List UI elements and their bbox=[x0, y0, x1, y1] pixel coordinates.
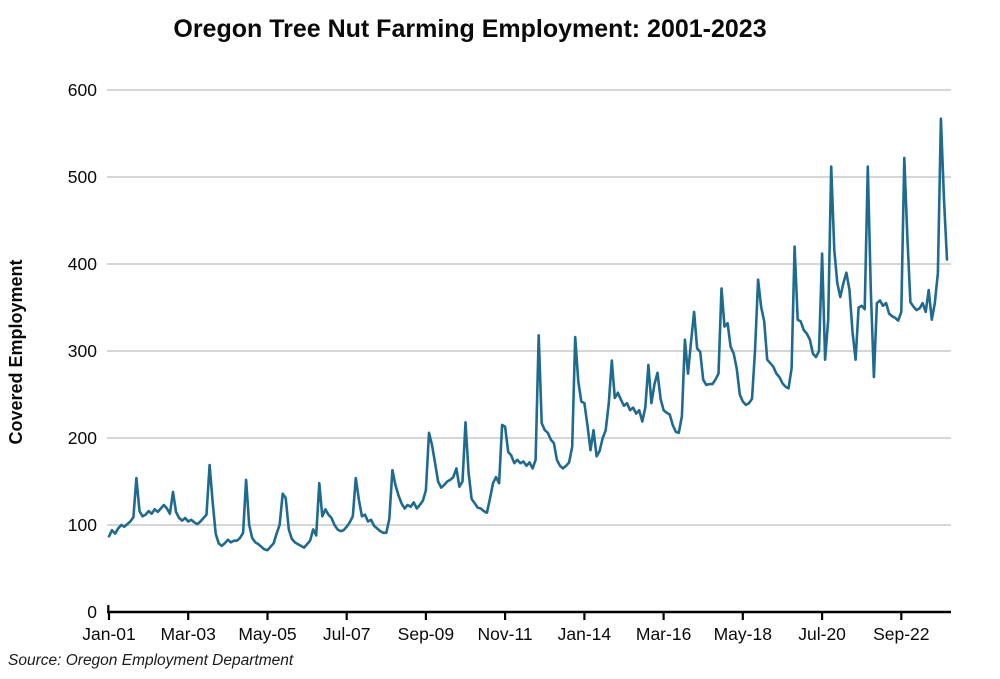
x-tick-label-Mar-16: Mar-16 bbox=[636, 624, 691, 644]
y-tick-label-600: 600 bbox=[68, 80, 97, 100]
y-tick-label-400: 400 bbox=[68, 254, 97, 274]
y-tick-label-300: 300 bbox=[68, 341, 97, 361]
x-tick-label-May-05: May-05 bbox=[238, 624, 296, 644]
employment-series-line bbox=[107, 117, 949, 552]
chart-title: Oregon Tree Nut Farming Employment: 2001… bbox=[173, 15, 767, 43]
x-tick-label-Jan-01: Jan-01 bbox=[82, 624, 136, 644]
x-tick-label-Jan-14: Jan-14 bbox=[558, 624, 612, 644]
source-note: Source: Oregon Employment Department bbox=[8, 652, 294, 669]
y-tick-label-200: 200 bbox=[68, 428, 97, 448]
x-tick-label-Sep-22: Sep-22 bbox=[873, 624, 929, 644]
x-tick-label-Jul-07: Jul-07 bbox=[323, 624, 371, 644]
x-tick-label-Jul-20: Jul-20 bbox=[798, 624, 846, 644]
y-tick-label-0: 0 bbox=[87, 602, 97, 622]
x-tick-label-Sep-09: Sep-09 bbox=[398, 624, 454, 644]
y-tick-label-500: 500 bbox=[68, 167, 97, 187]
x-tick-label-May-18: May-18 bbox=[714, 624, 772, 644]
x-tick-label-Mar-03: Mar-03 bbox=[160, 624, 215, 644]
y-tick-label-100: 100 bbox=[68, 515, 97, 535]
x-tick-label-Nov-11: Nov-11 bbox=[478, 624, 533, 644]
